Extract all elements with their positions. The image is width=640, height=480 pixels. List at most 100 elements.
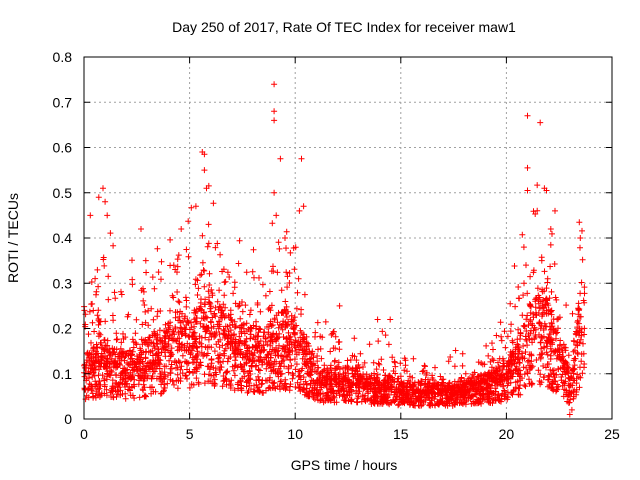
data-point-marker [330, 345, 337, 352]
data-point-marker [458, 374, 465, 381]
data-point-marker [249, 343, 256, 350]
data-point-marker [119, 391, 126, 397]
data-point-marker [459, 350, 466, 357]
data-point-marker [280, 384, 287, 391]
data-point-marker [544, 343, 551, 350]
data-point-marker [237, 337, 244, 344]
data-point-marker [227, 381, 234, 388]
data-point-marker [270, 331, 276, 338]
data-point-marker [154, 313, 161, 320]
data-point-marker [230, 350, 237, 357]
data-point-marker [260, 342, 267, 349]
data-point-marker [220, 301, 227, 308]
data-point-marker [404, 368, 410, 375]
data-point-marker [321, 382, 327, 389]
data-point-marker [375, 379, 382, 386]
data-point-marker [259, 281, 266, 288]
data-point-marker [282, 235, 288, 241]
data-point-marker [527, 302, 534, 308]
data-point-marker [534, 182, 541, 189]
data-point-marker [323, 374, 330, 380]
data-point-marker [183, 372, 189, 379]
data-point-marker [148, 305, 155, 312]
data-point-marker [139, 365, 146, 372]
data-point-marker [573, 386, 580, 393]
data-point-marker [103, 363, 109, 370]
data-point-marker [106, 372, 113, 378]
data-point-marker [551, 261, 558, 267]
data-point-marker [142, 392, 148, 399]
data-point-marker [197, 299, 204, 306]
data-point-marker [569, 382, 576, 389]
data-point-marker [386, 372, 393, 379]
data-point-marker [486, 393, 493, 400]
data-point-marker [216, 321, 223, 328]
data-point-marker [421, 381, 428, 388]
data-point-marker [205, 288, 212, 295]
data-point-marker [193, 344, 200, 350]
data-point-marker [499, 355, 506, 362]
data-point-marker [117, 362, 123, 368]
data-point-marker [217, 304, 224, 311]
data-point-marker [521, 355, 528, 362]
data-point-marker [565, 374, 572, 381]
data-point-marker [485, 352, 492, 359]
data-point-marker [523, 337, 530, 344]
data-point-marker [108, 355, 115, 362]
data-point-marker [271, 189, 278, 196]
data-point-marker [498, 381, 504, 388]
data-point-marker [336, 371, 343, 378]
data-point-marker [577, 244, 583, 251]
data-point-marker [374, 316, 381, 323]
data-point-marker [171, 381, 177, 388]
data-point-marker [510, 357, 517, 364]
data-point-marker [145, 337, 151, 344]
data-point-marker [548, 319, 555, 326]
data-point-marker [515, 351, 522, 358]
data-point-marker [154, 341, 161, 348]
data-point-marker [269, 322, 276, 328]
data-point-marker [479, 377, 486, 384]
data-point-marker [444, 396, 451, 403]
data-point-marker [151, 343, 157, 350]
data-point-marker [148, 384, 155, 391]
data-point-marker [507, 328, 514, 335]
data-point-marker [276, 245, 283, 252]
data-point-marker [174, 256, 181, 263]
data-point-marker [99, 345, 106, 352]
data-point-marker [186, 384, 193, 391]
data-point-marker [572, 355, 579, 362]
data-point-marker [157, 308, 164, 314]
data-point-marker [159, 343, 166, 350]
y-axis-ticks: 0 0.1 0.2 0.3 0.4 0.5 0.6 0.7 0.8 [53, 49, 612, 427]
data-point-marker [361, 359, 368, 366]
data-point-marker [524, 290, 531, 297]
data-point-marker [356, 378, 363, 385]
data-point-marker [524, 164, 531, 171]
data-point-marker [498, 371, 505, 378]
data-point-marker [253, 362, 260, 369]
data-point-marker [574, 351, 581, 357]
data-point-marker [511, 359, 518, 365]
data-point-marker [84, 357, 90, 364]
data-point-marker [469, 375, 476, 382]
data-point-marker [161, 363, 168, 370]
data-point-marker [91, 372, 98, 379]
data-point-marker [284, 273, 291, 280]
data-point-marker [421, 389, 428, 396]
data-point-marker [494, 378, 501, 385]
data-point-marker [146, 359, 153, 366]
data-point-marker [212, 313, 219, 320]
data-point-marker [392, 363, 399, 370]
data-point-marker [87, 351, 94, 358]
data-point-marker [522, 383, 529, 390]
data-point-marker [236, 333, 243, 340]
data-point-marker [300, 203, 307, 210]
y-tick-label: 0.7 [53, 94, 73, 110]
data-point-marker [212, 304, 219, 311]
data-point-marker [208, 286, 215, 293]
data-point-marker [318, 355, 325, 362]
data-point-marker [527, 330, 534, 337]
data-point-marker [275, 373, 282, 380]
data-point-marker [274, 269, 281, 276]
